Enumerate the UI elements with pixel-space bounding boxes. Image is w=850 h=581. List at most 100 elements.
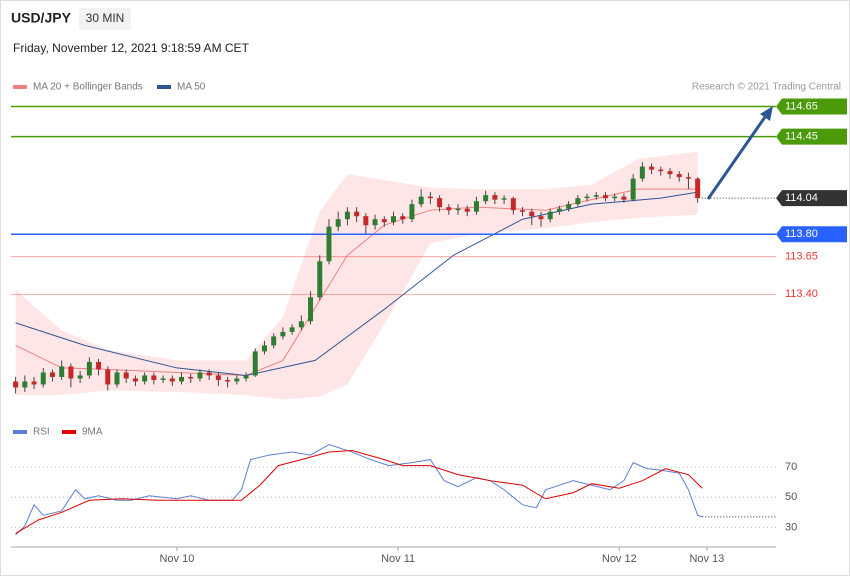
- candle-body: [243, 375, 249, 379]
- legend-label: 9MA: [82, 427, 103, 438]
- legend-label: RSI: [33, 427, 50, 438]
- candle-body: [575, 198, 581, 205]
- candle-body: [602, 195, 608, 199]
- candle-body: [630, 178, 636, 200]
- candle-body: [529, 211, 535, 217]
- candle-body: [685, 177, 691, 179]
- candle-body: [280, 331, 286, 337]
- source: Research © 2021 Trading Central: [692, 82, 841, 93]
- candle-body: [464, 208, 470, 212]
- candle-body: [142, 375, 148, 382]
- legend-swatch: [157, 85, 171, 89]
- candle-body: [252, 351, 258, 376]
- candle-body: [621, 196, 627, 200]
- candle-body: [427, 196, 433, 199]
- candle-body: [197, 372, 203, 379]
- chart-title: USD/JPY: [11, 10, 72, 26]
- timeframe: 30 MIN: [86, 11, 125, 25]
- candle-body: [667, 171, 673, 175]
- candle-body: [418, 196, 424, 205]
- projection-arrow: [706, 106, 773, 200]
- candle-body: [455, 208, 461, 211]
- timeframe-box: [79, 8, 131, 30]
- candle-body: [676, 174, 682, 178]
- candle-body: [77, 375, 83, 379]
- x-tick-label: Nov 11: [381, 553, 415, 565]
- rsi-line: [15, 450, 703, 534]
- arrow-shaft: [706, 116, 767, 200]
- candle-body: [298, 321, 304, 328]
- candle-body: [215, 375, 221, 380]
- candle-body: [492, 195, 498, 200]
- candle-body: [344, 211, 350, 220]
- rsi-tick-label: 50: [785, 491, 797, 503]
- candle-body: [68, 366, 74, 379]
- candle-body: [446, 207, 452, 211]
- candle-body: [123, 372, 129, 379]
- candle-body: [363, 216, 369, 226]
- candle-body: [317, 261, 323, 298]
- legend-label: MA 50: [177, 82, 206, 93]
- candle-body: [483, 195, 489, 202]
- candle-body: [501, 198, 507, 200]
- candle-body: [437, 198, 443, 208]
- level-label: 114.04: [785, 192, 818, 204]
- rsi-tick-label: 70: [785, 461, 797, 473]
- candle-body: [400, 216, 406, 220]
- x-tick-label: Nov 13: [689, 553, 724, 565]
- candle-body: [566, 204, 572, 209]
- arrow-head: [760, 106, 773, 121]
- candle-body: [639, 166, 645, 179]
- candle-body: [105, 369, 111, 385]
- candle-body: [22, 381, 28, 388]
- candle-body: [234, 378, 240, 382]
- bollinger-band: [15, 151, 698, 400]
- candle-body: [593, 195, 599, 197]
- level-label: 114.65: [785, 100, 818, 112]
- legend-label: MA 20 + Bollinger Bands: [33, 82, 143, 93]
- level-tag: [776, 98, 847, 115]
- subtitle: Friday, November 12, 2021 9:18:59 AM CET: [13, 41, 250, 55]
- x-tick-label: Nov 10: [159, 553, 194, 565]
- candle-body: [114, 372, 120, 385]
- rsi-tick-label: 30: [785, 521, 797, 533]
- candle-body: [169, 378, 175, 382]
- candle-body: [13, 381, 19, 388]
- candle-body: [188, 376, 194, 379]
- candle-body: [59, 366, 65, 377]
- candle-body: [179, 376, 185, 382]
- candle-body: [391, 216, 396, 223]
- candle-body: [225, 379, 231, 382]
- candle-body: [612, 196, 618, 199]
- candle-body: [649, 166, 655, 170]
- candle-body: [354, 211, 360, 217]
- level-label: 113.65: [785, 251, 818, 263]
- level-tag: [776, 226, 847, 243]
- level-tag: [776, 190, 847, 207]
- candle-body: [381, 219, 387, 223]
- level-tag: [776, 128, 847, 145]
- candle-body: [132, 378, 138, 382]
- candle-body: [308, 297, 314, 322]
- level-label: 113.80: [785, 228, 818, 240]
- candle-body: [584, 196, 590, 199]
- candle-body: [538, 216, 544, 220]
- rsi-line: [15, 443, 703, 536]
- candle-body: [409, 204, 415, 220]
- legend-swatch: [13, 430, 27, 434]
- candle-body: [289, 327, 295, 332]
- candle-body: [547, 211, 553, 220]
- candle-body: [96, 361, 102, 370]
- candle-body: [372, 219, 378, 226]
- candle-body: [473, 201, 479, 212]
- x-tick-label: Nov 12: [602, 553, 637, 565]
- candle-body: [326, 226, 332, 262]
- level-label: 114.45: [785, 130, 818, 142]
- candle-body: [206, 372, 212, 376]
- legend-swatch: [13, 85, 27, 89]
- candle-body: [510, 198, 516, 211]
- candle-body: [658, 169, 664, 172]
- level-label: 113.40: [785, 288, 818, 300]
- candle-body: [40, 372, 46, 385]
